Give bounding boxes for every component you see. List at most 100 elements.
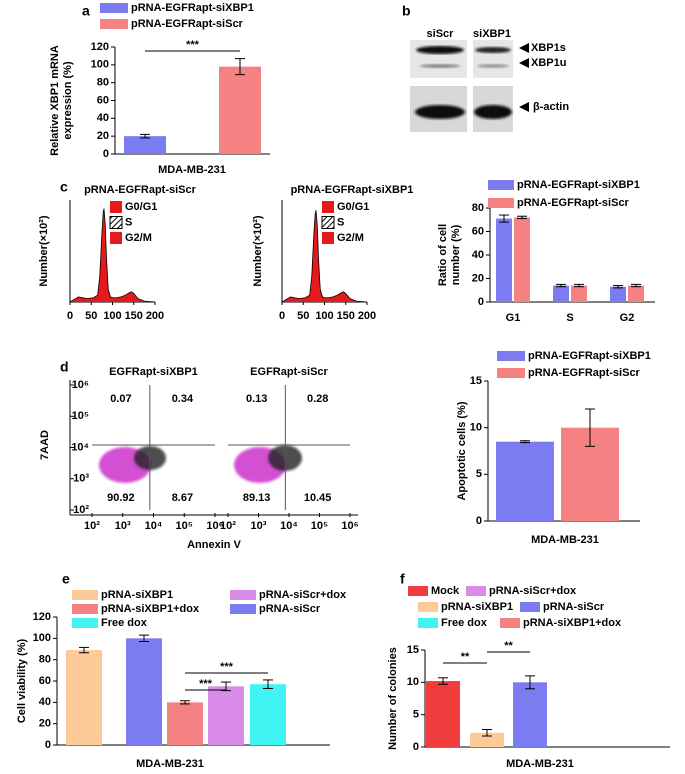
legend-swatch	[488, 180, 514, 190]
x-tick-label: 10⁶	[341, 520, 358, 532]
significance-label: ***	[199, 678, 213, 690]
x-tick-label: MDA-MB-231	[158, 164, 226, 176]
bar	[553, 285, 569, 302]
bar	[208, 686, 244, 745]
legend-label: pRNA-siScr+dox	[489, 585, 577, 597]
legend-swatch	[100, 19, 128, 29]
legend-label: Mock	[431, 585, 460, 597]
legend-swatch	[418, 618, 438, 628]
y-tick-label: 20	[97, 130, 109, 142]
y-axis-label: Number of colonies	[387, 647, 399, 750]
x-tick-label: G2	[620, 312, 635, 324]
legend-swatch	[322, 232, 334, 244]
y-tick-label: 5	[413, 709, 419, 721]
legend-label: S	[337, 216, 344, 228]
legend-swatch	[72, 590, 98, 600]
band	[475, 47, 511, 53]
legend-label: pRNA-EGFRapt-siScr	[131, 18, 244, 30]
bar	[470, 732, 504, 747]
x-tick-label: G1	[506, 312, 521, 324]
y-tick-label: 10⁵	[72, 410, 89, 422]
y-tick-label: 0	[45, 739, 51, 751]
legend-label: G0/G1	[125, 201, 157, 213]
y-tick-label: 15	[470, 375, 482, 387]
y-axis-label: Relative XBP1 mRNA	[49, 45, 61, 156]
legend-swatch	[110, 201, 122, 213]
x-axis-label: Annexin V	[187, 539, 241, 551]
y-tick-label: 0	[478, 296, 484, 308]
y-axis-label: Apoptotic cells (%)	[456, 401, 468, 500]
quadrant-percent: 89.13	[243, 492, 271, 504]
panel-label: b	[402, 3, 411, 19]
x-tick-label: 0	[67, 310, 73, 322]
panel-label: c	[60, 179, 68, 195]
panel-label: d	[60, 359, 69, 375]
curve	[69, 208, 156, 303]
quadrant-percent: 8.67	[172, 492, 193, 504]
arrow	[519, 58, 529, 68]
x-tick-label: S	[566, 312, 573, 324]
x-tick-label: 200	[358, 310, 376, 322]
significance-label: **	[504, 640, 513, 652]
legend-swatch	[488, 198, 514, 208]
significance-label: **	[461, 651, 470, 663]
x-tick-label: MDA-MB-231	[136, 758, 204, 770]
bar	[610, 286, 626, 302]
y-tick-label: 15	[407, 644, 419, 656]
legend-swatch	[110, 232, 122, 244]
legend-swatch	[418, 602, 438, 612]
y-axis-label: Number(×10²)	[252, 215, 264, 287]
arrow	[519, 102, 529, 112]
event-clouds	[99, 445, 302, 483]
x-tick-label: 10⁶	[206, 520, 223, 532]
legend-label: pRNA-siScr	[543, 601, 605, 613]
legend-label: pRNA-EGFRapt-siScr	[528, 367, 641, 379]
legend-label: pRNA-EGFRapt-siXBP1	[528, 350, 651, 362]
y-tick-label: 100	[91, 59, 109, 71]
legend-swatch	[72, 618, 98, 628]
legend-swatch	[109, 216, 123, 229]
bar	[628, 285, 644, 302]
y-tick-label: 60	[39, 675, 51, 687]
x-tick-label: 10³	[115, 520, 131, 532]
y-tick-label: 80	[472, 202, 484, 214]
legend-label: pRNA-siXBP1+dox	[101, 603, 200, 615]
legend-swatch	[230, 590, 256, 600]
legend-label: G2/M	[125, 232, 152, 244]
y-tick-label: 40	[39, 696, 51, 708]
y-tick-label: 0	[413, 741, 419, 753]
panel-label: a	[82, 3, 90, 19]
bar	[167, 702, 203, 745]
curve	[281, 210, 368, 303]
y-tick-label: 60	[97, 94, 109, 106]
arrow	[519, 43, 529, 53]
x-tick-label: 10⁵	[176, 520, 193, 532]
legend-swatch	[321, 216, 335, 229]
band	[415, 105, 465, 119]
quadrant-percent: 10.45	[304, 492, 332, 504]
legend-swatch	[500, 618, 520, 628]
y-tick-label: 0	[103, 148, 109, 160]
band	[420, 64, 460, 68]
y-axis-label: number (%)	[450, 224, 462, 285]
y-tick-label: 120	[91, 41, 109, 53]
y-tick-label: 10²	[73, 504, 89, 516]
x-tick-label: 200	[146, 310, 164, 322]
bar	[250, 684, 286, 745]
blot-panel	[410, 40, 467, 78]
y-tick-label: 20	[472, 272, 484, 284]
y-tick-label: 40	[472, 249, 484, 261]
legend-label: pRNA-EGFRapt-siXBP1	[131, 2, 254, 14]
quadrant-percent: 90.92	[107, 492, 135, 504]
y-tick-label: 20	[39, 718, 51, 730]
x-tick-label: 10²	[220, 520, 236, 532]
quadrant-percent: 0.28	[307, 393, 328, 405]
legend-swatch	[466, 586, 486, 596]
band	[477, 64, 509, 68]
y-tick-label: 60	[472, 225, 484, 237]
y-axis-label: Cell viability (%)	[16, 638, 28, 723]
x-tick-label: 10⁴	[145, 520, 163, 532]
y-tick-label: 80	[97, 77, 109, 89]
chart-title: EGFRapt-siScr	[250, 366, 328, 378]
legend-label: pRNA-siXBP1	[101, 589, 173, 601]
